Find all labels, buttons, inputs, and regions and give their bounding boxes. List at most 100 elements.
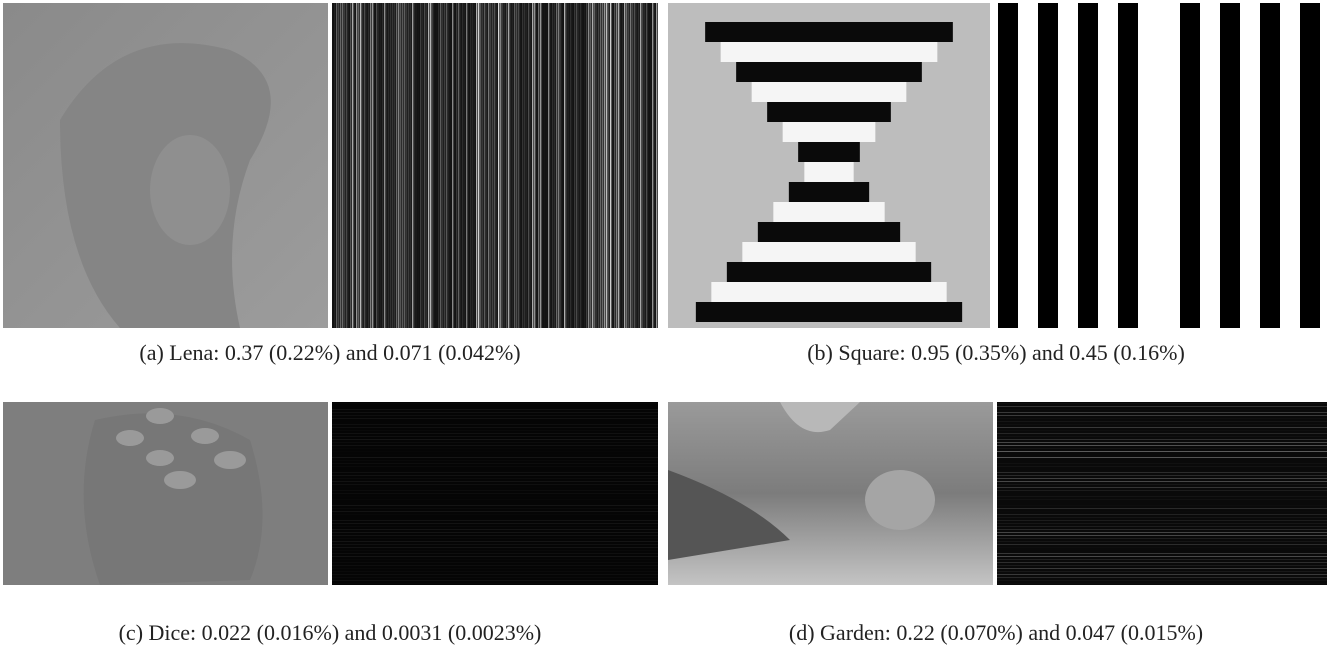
line	[332, 469, 658, 470]
stripe	[420, 3, 422, 328]
line	[332, 550, 658, 551]
stripe	[502, 3, 504, 328]
stripe	[1260, 3, 1280, 328]
line	[332, 517, 658, 518]
stripe	[528, 3, 530, 328]
line	[332, 556, 658, 557]
stripe	[456, 3, 458, 328]
stripe	[480, 3, 482, 328]
line	[332, 403, 658, 404]
stripe	[560, 3, 562, 328]
stripe	[500, 3, 502, 328]
line	[332, 538, 658, 539]
stripe	[574, 3, 576, 328]
line	[332, 565, 658, 566]
stripe	[332, 3, 334, 328]
caption: (a) Lena: 0.37 (0.22%) and 0.071 (0.042%…	[139, 340, 520, 366]
stripe	[478, 3, 480, 328]
line	[332, 484, 658, 485]
stripe	[542, 3, 544, 328]
stripe	[398, 3, 400, 328]
caption-text: Square: 0.95 (0.35%) and 0.45 (0.16%)	[838, 340, 1185, 365]
stripe	[400, 3, 402, 328]
stripe	[454, 3, 456, 328]
line	[997, 418, 1327, 419]
stripe	[536, 3, 538, 328]
line	[997, 478, 1327, 479]
line	[332, 454, 658, 455]
band	[751, 82, 907, 102]
line	[997, 493, 1327, 494]
stripe	[346, 3, 348, 328]
line	[997, 562, 1327, 563]
line	[332, 583, 658, 584]
line	[332, 427, 658, 428]
line	[997, 499, 1327, 500]
stripe	[482, 3, 484, 328]
stripe	[998, 3, 1018, 328]
stripe	[576, 3, 578, 328]
stripe	[380, 3, 382, 328]
band	[788, 182, 870, 202]
stripe	[578, 3, 580, 328]
stripe	[598, 3, 600, 328]
line	[997, 439, 1327, 440]
stripe	[612, 3, 614, 328]
band	[720, 42, 938, 62]
line	[997, 433, 1327, 434]
line	[997, 547, 1327, 548]
stripe	[412, 3, 414, 328]
stripe	[490, 3, 492, 328]
stripe	[440, 3, 442, 328]
stripe	[566, 3, 568, 328]
line	[997, 490, 1327, 491]
line	[997, 568, 1327, 569]
stripe	[424, 3, 426, 328]
line	[332, 415, 658, 416]
band	[767, 102, 891, 122]
line	[997, 505, 1327, 506]
stripe	[422, 3, 424, 328]
stripe	[438, 3, 440, 328]
stripe	[644, 3, 646, 328]
stripe	[350, 3, 352, 328]
line	[332, 562, 658, 563]
stripe	[618, 3, 620, 328]
stripe	[620, 3, 622, 328]
line	[332, 412, 658, 413]
line	[997, 583, 1327, 584]
stripe	[590, 3, 592, 328]
caption: (b) Square: 0.95 (0.35%) and 0.45 (0.16%…	[807, 340, 1185, 366]
stripe	[648, 3, 650, 328]
line	[332, 535, 658, 536]
line	[332, 544, 658, 545]
caption-text: Lena: 0.37 (0.22%) and 0.071 (0.042%)	[169, 340, 521, 365]
stripe	[488, 3, 490, 328]
line	[332, 442, 658, 443]
line	[997, 421, 1327, 422]
stripe	[656, 3, 658, 328]
stripe	[470, 3, 472, 328]
caption: (d) Garden: 0.22 (0.070%) and 0.047 (0.0…	[789, 620, 1203, 646]
line	[332, 559, 658, 560]
stripe	[584, 3, 586, 328]
stripe	[572, 3, 574, 328]
stripe	[1078, 3, 1098, 328]
line	[332, 433, 658, 434]
stripe	[458, 3, 460, 328]
line	[997, 448, 1327, 449]
line	[997, 463, 1327, 464]
line	[997, 436, 1327, 437]
stripe	[600, 3, 602, 328]
stripe	[636, 3, 638, 328]
line	[997, 466, 1327, 467]
stripe	[378, 3, 380, 328]
stripe	[526, 3, 528, 328]
stripe	[434, 3, 436, 328]
line	[332, 553, 658, 554]
line	[997, 514, 1327, 515]
stripe	[386, 3, 388, 328]
line	[332, 532, 658, 533]
caption-label: (d)	[788, 620, 815, 645]
